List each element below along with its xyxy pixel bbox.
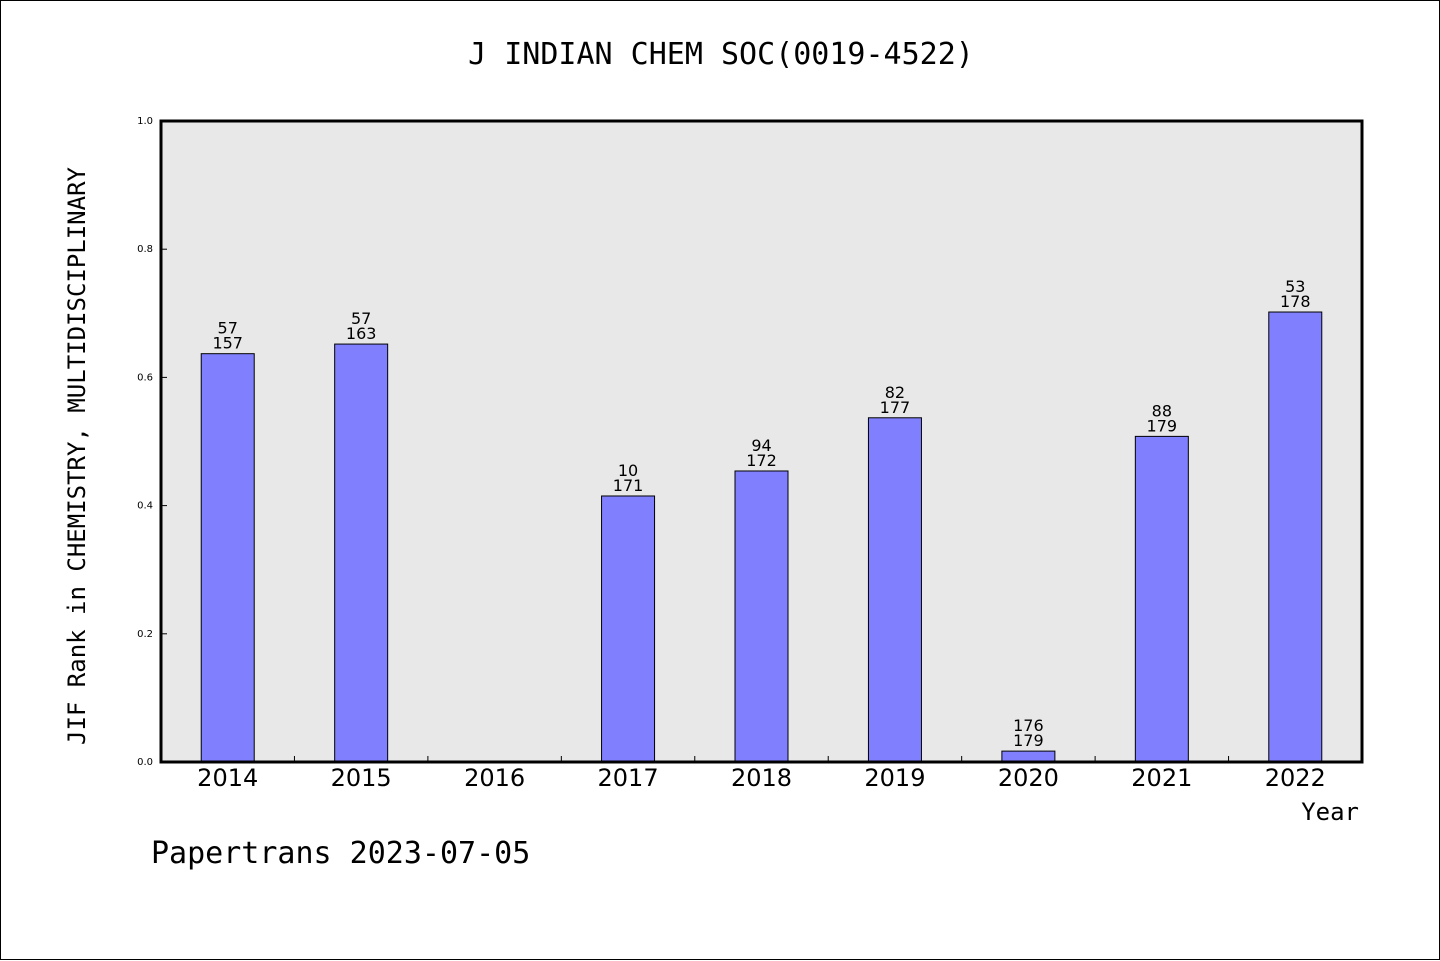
y-tick-label: 0.0 (137, 757, 153, 768)
x-axis-label: Year (1301, 798, 1359, 826)
x-tick-label: 2014 (197, 764, 258, 792)
y-tick-label: 0.6 (137, 372, 153, 383)
chart-title: J INDIAN CHEM SOC(0019-4522) (468, 37, 974, 72)
y-tick-label: 0.8 (137, 244, 153, 255)
x-tick-label: 2022 (1265, 764, 1326, 792)
bar-label-bottom: 177 (880, 398, 911, 417)
y-tick-label: 0.2 (137, 629, 153, 640)
bar-label-top: 82 (885, 383, 905, 402)
bar-label-bottom: 179 (1147, 416, 1178, 435)
plot-border (159, 119, 1364, 764)
x-tick-label: 2015 (331, 764, 392, 792)
bar-label-bottom: 178 (1280, 292, 1311, 311)
x-tick-label: 2018 (731, 764, 792, 792)
bar-label-bottom: 171 (613, 476, 644, 495)
bar (200, 353, 255, 763)
bar-label-bottom: 157 (212, 334, 243, 353)
bar (601, 495, 656, 763)
bar-label-top: 53 (1285, 277, 1305, 296)
bar-label-bottom: 163 (346, 324, 377, 343)
bar (1268, 311, 1323, 763)
bar-label-bottom: 172 (746, 451, 777, 470)
bar-label-top: 57 (351, 309, 371, 328)
bar (867, 417, 922, 763)
bar (1001, 750, 1056, 763)
bar (734, 470, 789, 763)
bar-label-top: 94 (751, 436, 771, 455)
x-tick-label: 2019 (864, 764, 925, 792)
x-tick-label: 2016 (464, 764, 525, 792)
x-tick-label: 2021 (1131, 764, 1192, 792)
bar-label-top: 176 (1013, 716, 1044, 735)
x-tick-label: 2017 (598, 764, 659, 792)
footer-credit: Papertrans 2023-07-05 (151, 836, 531, 871)
y-tick-label: 0.4 (137, 501, 153, 512)
y-tick-label: 1.0 (137, 116, 153, 127)
bar (334, 343, 389, 763)
bar (1134, 435, 1189, 763)
bar-label-top: 88 (1152, 401, 1172, 420)
bar-label-bottom: 179 (1013, 731, 1044, 750)
bar-label-top: 57 (218, 319, 238, 338)
x-tick-label: 2020 (998, 764, 1059, 792)
bar-label-top: 10 (618, 461, 638, 480)
